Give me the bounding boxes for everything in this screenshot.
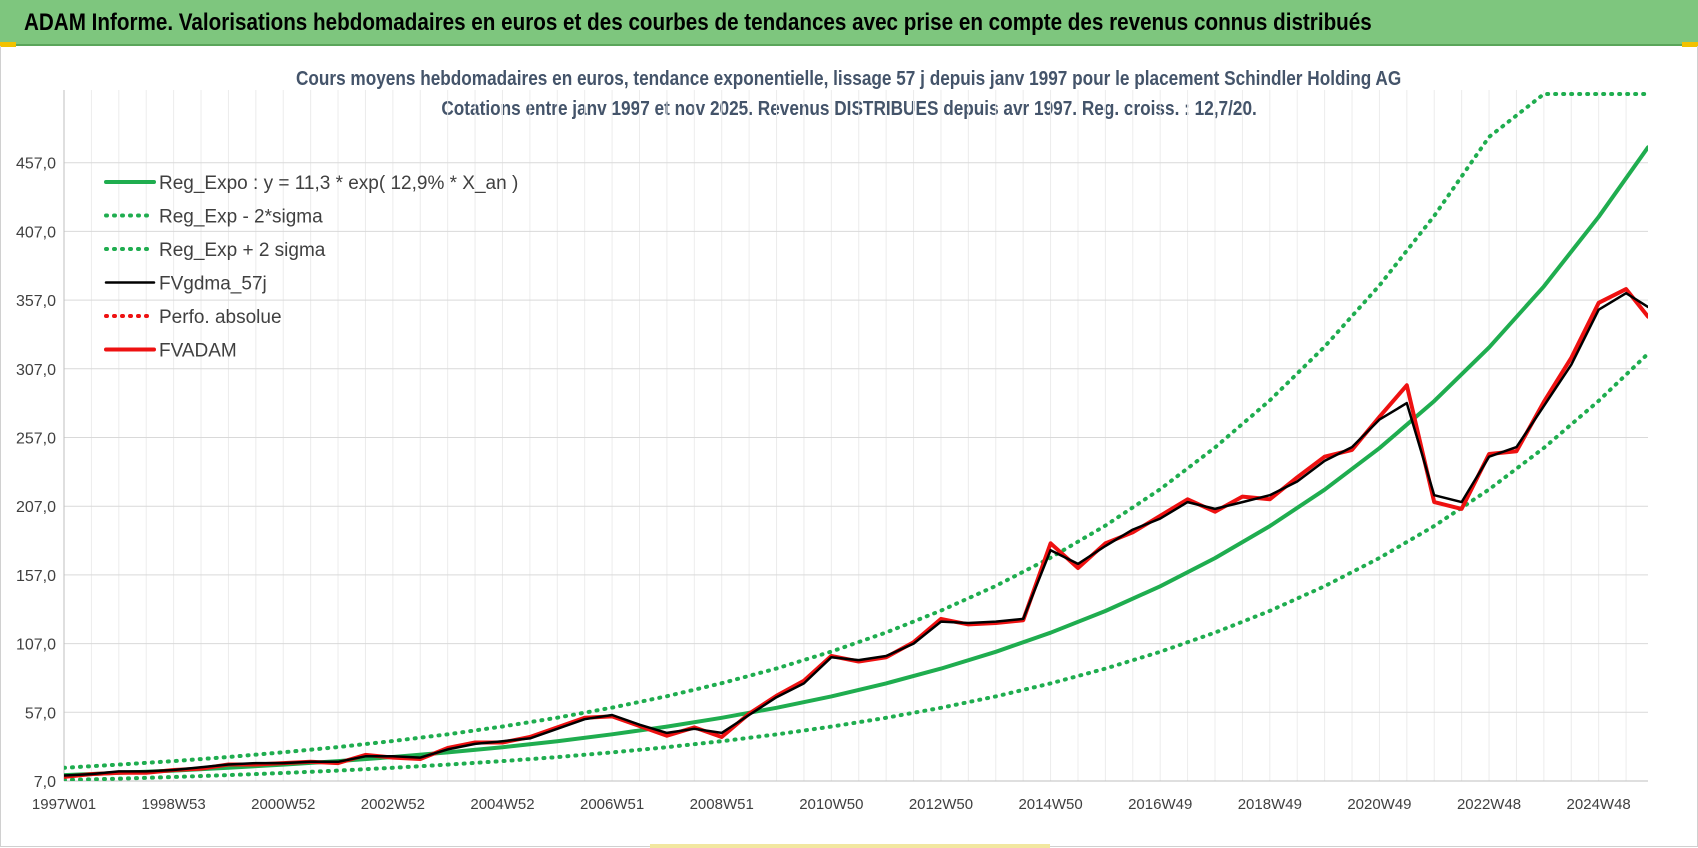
y-tick-label: 257,0 <box>16 431 56 448</box>
chart-series <box>64 92 1648 781</box>
chart-gridlines <box>63 90 1648 782</box>
x-tick-label: 2020W49 <box>1347 796 1411 813</box>
chart-subtitle-text: Cotations entre janv 1997 et nov 2025. R… <box>441 98 1257 120</box>
corner-marker-left <box>0 42 16 47</box>
x-tick-label: 2014W50 <box>1018 796 1082 813</box>
legend-label: FVgdma_57j <box>159 274 267 295</box>
x-axis-ticks: 1997W01 1998W53 2000W52 2002W52 2004W52 2006W… <box>32 796 1631 813</box>
y-tick-label: 407,0 <box>16 224 56 241</box>
chart-title-text: Cours moyens hebdomadaires en euros, ten… <box>296 68 1402 90</box>
bottom-accent-bar <box>650 844 1050 848</box>
y-tick-label: 7,0 <box>34 774 56 791</box>
x-tick-label: 2000W52 <box>251 796 315 813</box>
x-tick-label: 2010W50 <box>799 796 863 813</box>
legend-label: FVADAM <box>159 341 237 362</box>
y-tick-label: 307,0 <box>16 362 56 379</box>
x-tick-label: 2024W48 <box>1567 796 1631 813</box>
legend-label: Reg_Exp - 2*sigma <box>159 207 323 228</box>
legend-label: Perfo. absolue <box>159 307 282 328</box>
y-axis-ticks: 7,0 57,0 107,0 157,0 207,0 257,0 307,0 357,0 407… <box>16 156 56 791</box>
corner-marker-right <box>1682 42 1698 47</box>
header-title: ADAM Informe. Valorisations hebdomadaire… <box>24 9 1372 36</box>
series-line <box>64 291 1648 777</box>
series-line <box>64 92 1648 770</box>
x-tick-label: 2022W48 <box>1457 796 1521 813</box>
y-tick-label: 157,0 <box>16 568 56 585</box>
y-tick-label: 107,0 <box>16 637 56 654</box>
header-banner: ADAM Informe. Valorisations hebdomadaire… <box>0 0 1698 46</box>
series-line <box>64 287 1648 779</box>
y-tick-label: 207,0 <box>16 499 56 516</box>
series-line <box>64 351 1648 781</box>
x-tick-label: 2016W49 <box>1128 796 1192 813</box>
x-tick-label: 2002W52 <box>361 796 425 813</box>
chart-subtitle: Cotations entre janv 1997 et nov 2025. R… <box>0 98 1698 121</box>
legend-label: Reg_Expo : y = 11,3 * exp( 12,9% * X_an … <box>159 173 518 194</box>
x-tick-label: 2004W52 <box>470 796 534 813</box>
x-tick-label: 2008W51 <box>690 796 754 813</box>
x-tick-label: 2018W49 <box>1238 796 1302 813</box>
x-tick-label: 2006W51 <box>580 796 644 813</box>
x-tick-label: 2012W50 <box>909 796 973 813</box>
y-tick-label: 57,0 <box>25 705 56 722</box>
x-tick-label: 1997W01 <box>32 796 96 813</box>
legend-label: Reg_Exp + 2 sigma <box>159 240 326 261</box>
x-tick-label: 1998W53 <box>142 796 206 813</box>
y-tick-label: 457,0 <box>16 156 56 173</box>
y-tick-label: 357,0 <box>16 293 56 310</box>
chart-legend: Reg_Expo : y = 11,3 * exp( 12,9% * X_an … <box>104 173 518 362</box>
chart-title: Cours moyens hebdomadaires en euros, ten… <box>0 68 1698 91</box>
